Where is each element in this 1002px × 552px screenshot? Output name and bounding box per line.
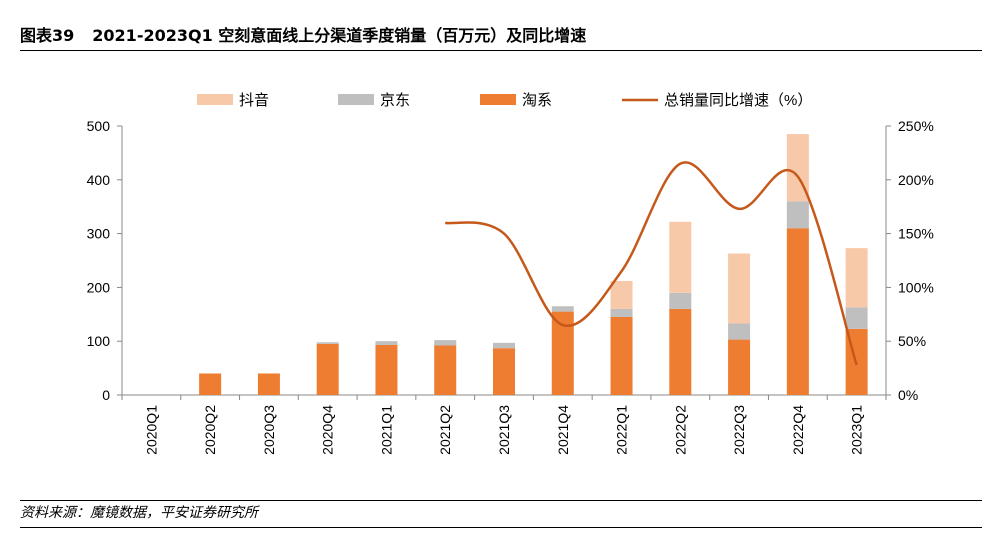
bar-tmall: [669, 308, 692, 395]
legend-label-tmall: 淘系: [522, 92, 552, 109]
y2-tick-label: 200%: [898, 172, 934, 188]
bar-tmall: [728, 339, 751, 395]
bar-tmall: [786, 228, 809, 395]
bar-jd: [375, 341, 398, 345]
y-tick-label: 200: [87, 279, 111, 295]
y-tick-label: 0: [102, 387, 110, 403]
bar-douyin: [845, 248, 868, 308]
y2-tick-label: 50%: [898, 333, 926, 349]
bar-jd: [669, 292, 692, 309]
x-tick-label: 2020Q3: [261, 405, 277, 455]
source-note: 资料来源：魔镜数据，平安证券研究所: [20, 505, 258, 521]
bar-jd: [316, 342, 339, 344]
legend-label-jd: 京东: [380, 92, 410, 109]
y2-tick-label: 100%: [898, 279, 934, 295]
bar-tmall: [257, 373, 280, 395]
axes: 0 100 200 300 400 500 0% 50% 100% 150% 200% 250% 202…: [87, 118, 934, 455]
growth-line-layer: [445, 161, 858, 366]
bar-jd: [434, 340, 457, 346]
legend-swatch-tmall: [480, 94, 516, 105]
legend: 抖音 京东 淘系 总销量同比增速（%）: [197, 92, 812, 109]
y2-tick-label: 150%: [898, 226, 934, 242]
legend-label-growth: 总销量同比增速（%）: [664, 92, 812, 109]
source-footer: 资料来源：魔镜数据，平安证券研究所: [20, 500, 982, 528]
legend-swatch-jd: [338, 94, 374, 105]
y-tick-label: 500: [87, 118, 111, 134]
figure-number: 图表39: [20, 26, 75, 45]
y2-tick-label: 250%: [898, 118, 934, 134]
bar-tmall: [375, 344, 398, 395]
legend-label-douyin: 抖音: [239, 92, 269, 109]
x-tick-label: 2022Q1: [614, 405, 630, 455]
chart-title: 2021-2023Q1 空刻意面线上分渠道季度销量（百万元）及同比增速: [92, 26, 587, 45]
x-tick-label: 2021Q1: [378, 405, 394, 455]
legend-swatch-douyin: [197, 94, 233, 105]
growth-line: [445, 161, 858, 366]
bar-tmall: [199, 373, 222, 395]
bar-jd: [551, 306, 574, 312]
x-tick-label: 2020Q1: [143, 405, 159, 455]
bar-tmall: [551, 311, 574, 395]
x-tick-label: 2023Q1: [849, 405, 865, 455]
bar-tmall: [493, 348, 515, 395]
y2-tick-label: 0%: [898, 387, 918, 403]
x-tick-label: 2022Q2: [672, 405, 688, 455]
x-tick-label: 2022Q4: [790, 405, 806, 455]
x-tick-label: 2021Q4: [555, 405, 571, 455]
x-tick-label: 2021Q2: [437, 405, 453, 455]
x-tick-label: 2020Q4: [320, 405, 336, 455]
bar-tmall: [316, 343, 339, 395]
bar-tmall: [610, 316, 633, 395]
bar-tmall: [434, 345, 457, 395]
bar-jd: [786, 201, 809, 229]
x-tick-label: 2020Q2: [202, 405, 218, 455]
x-tick-label: 2021Q3: [496, 405, 512, 455]
x-tick-label: 2022Q3: [731, 405, 747, 455]
bar-jd: [728, 323, 751, 340]
y-tick-label: 300: [87, 226, 111, 242]
chart-title-bar: 图表39 2021-2023Q1 空刻意面线上分渠道季度销量（百万元）及同比增速: [20, 22, 982, 51]
bar-douyin: [610, 280, 633, 309]
bar-douyin: [728, 253, 751, 324]
bar-jd: [493, 342, 515, 349]
bar-jd: [845, 307, 868, 329]
y-tick-label: 400: [87, 172, 111, 188]
bar-douyin: [669, 221, 692, 293]
y-tick-label: 100: [87, 333, 111, 349]
bar-jd: [610, 308, 633, 317]
bars: [199, 134, 868, 395]
